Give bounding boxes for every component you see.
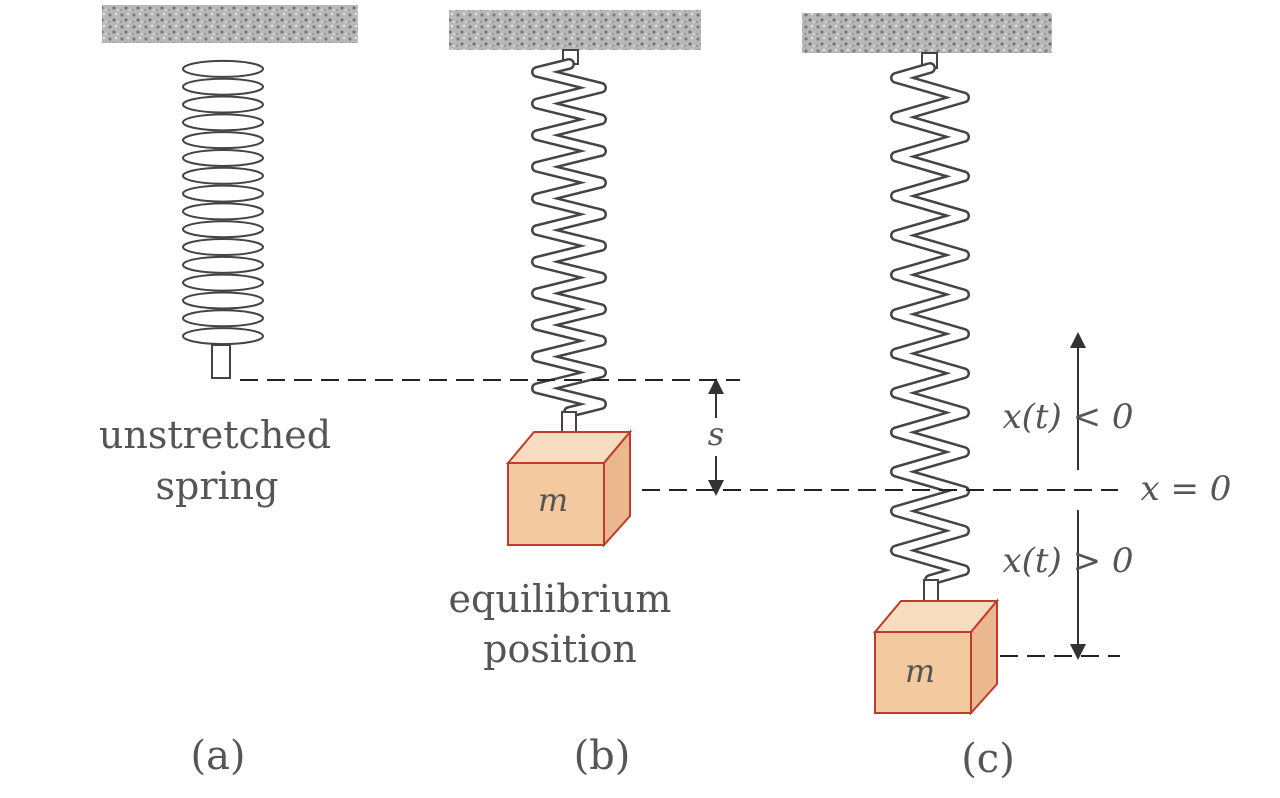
panel-c: m x(t) < 0 x = 0 x(t) > 0 (c)	[802, 13, 1231, 782]
label-x-negative: x(t) < 0	[1002, 397, 1133, 437]
panel-label-b: (b)	[574, 733, 631, 779]
coil-turn	[182, 113, 264, 132]
label-x-zero: x = 0	[1141, 469, 1232, 509]
stretched-spring-equilibrium	[531, 58, 607, 418]
spring-end-hook-a	[211, 344, 231, 379]
panel-label-c: (c)	[961, 736, 1015, 782]
coil-turn	[182, 220, 264, 239]
coil-turn	[182, 273, 264, 292]
coil-turn	[182, 95, 264, 114]
coil-stroke	[892, 64, 968, 584]
mass-label-c: m	[905, 652, 935, 690]
stretch-label-s: s	[708, 415, 724, 453]
ceiling-c	[802, 13, 1052, 53]
coil-turn	[182, 309, 264, 328]
caption-spring: spring	[156, 464, 279, 508]
mass-block-b	[505, 429, 633, 548]
coil-turn	[182, 327, 264, 346]
mass-block-c	[872, 598, 1000, 716]
unstretched-spring	[182, 59, 264, 346]
coil-turn	[182, 238, 264, 257]
coil-turn	[182, 77, 264, 96]
coil-turn	[182, 291, 264, 310]
label-x-positive: x(t) > 0	[1002, 541, 1133, 581]
coil-turn	[182, 131, 264, 150]
coil-turn	[182, 255, 264, 274]
caption-position: position	[483, 627, 637, 671]
coil-turn	[182, 184, 264, 203]
displaced-spring	[890, 62, 970, 586]
coil-stroke	[533, 60, 605, 416]
caption-equilibrium: equilibrium	[449, 577, 672, 621]
caption-unstretched: unstretched	[99, 413, 331, 457]
coil-turn	[182, 148, 264, 167]
coil-turn	[182, 202, 264, 221]
ceiling-a	[102, 5, 358, 43]
coil-turn	[182, 166, 264, 185]
panel-b: m s equilibrium position (b)	[449, 10, 724, 779]
panel-a: unstretched spring (a)	[99, 5, 358, 779]
mass-label-b: m	[538, 481, 568, 519]
reference-lines	[240, 379, 1120, 657]
panel-label-a: (a)	[190, 733, 245, 779]
ceiling-b	[449, 10, 701, 50]
coil-turn	[182, 59, 264, 78]
